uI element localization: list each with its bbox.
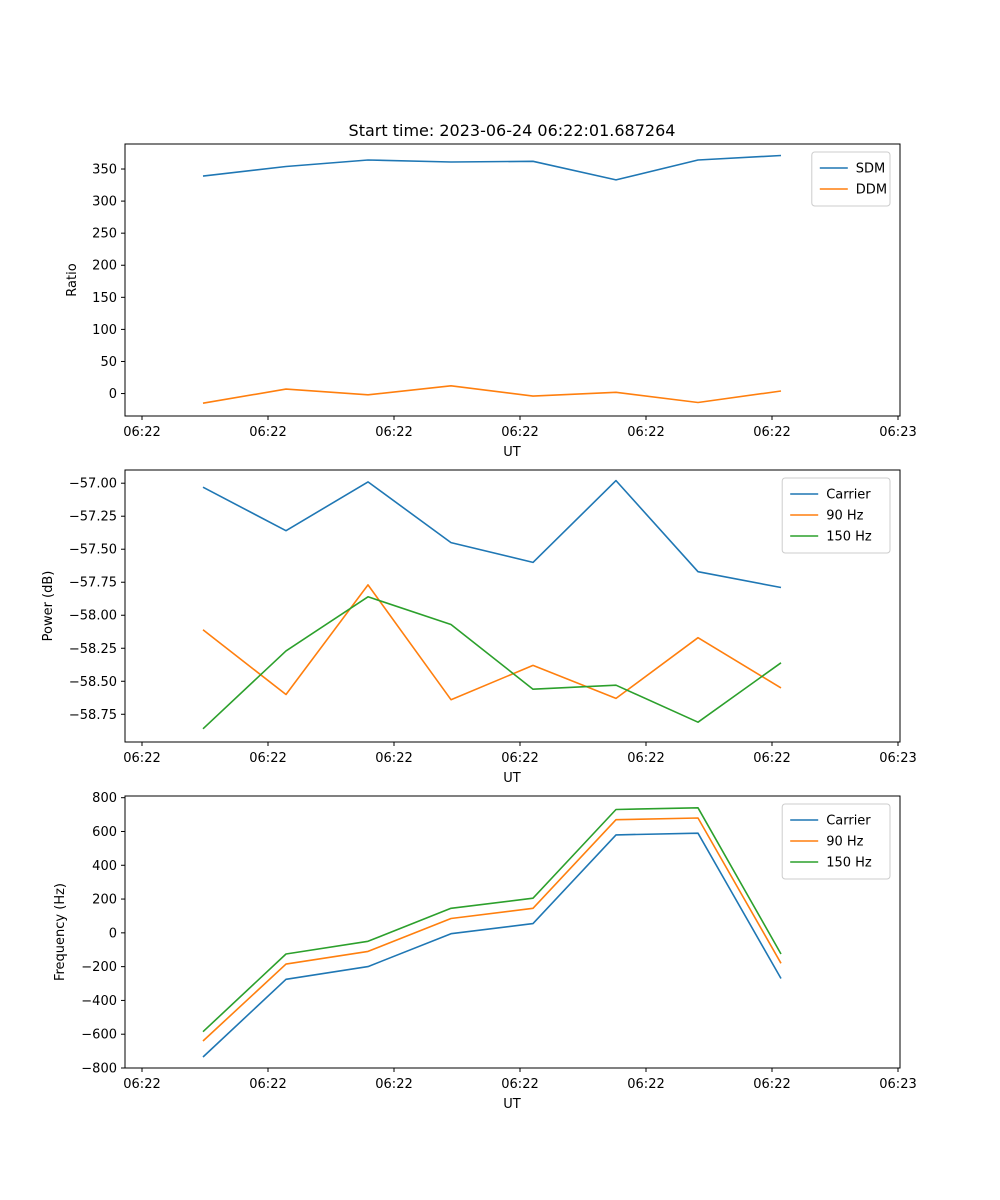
- x-axis-label: UT: [503, 771, 521, 786]
- y-tick-label: −57.50: [69, 543, 117, 558]
- panel-1: 06:22 06:22 06:22 06:22 06:22 06:22 06:23 0 50 10…: [65, 143, 917, 460]
- x-tick-label: 06:23: [879, 425, 916, 440]
- series-line-90-hz: [202, 584, 782, 701]
- y-tick-label: 200: [92, 893, 117, 908]
- x-axis-label: UT: [503, 1097, 521, 1112]
- x-tick-label: 06:23: [879, 1077, 916, 1092]
- y-tick-label: −58.00: [69, 609, 117, 624]
- y-axis-label: Power (dB): [41, 571, 56, 642]
- x-tick-label: 06:22: [501, 1077, 538, 1092]
- y-tick-label: −57.75: [69, 576, 117, 591]
- x-tick-label: 06:22: [753, 1077, 790, 1092]
- x-tick-label: 06:22: [627, 751, 664, 766]
- series-line-90-hz: [202, 817, 782, 1042]
- y-tick-label: −800: [81, 1062, 117, 1077]
- series-line-carrier: [202, 479, 782, 589]
- y-tick-label: 300: [92, 195, 117, 210]
- y-tick-label: −58.50: [69, 675, 117, 690]
- axes-frame: [124, 143, 901, 417]
- legend: Carrier 90 Hz 150 Hz: [781, 477, 891, 554]
- y-tick-label: 150: [92, 291, 117, 306]
- y-axis-label: Ratio: [65, 263, 80, 296]
- y-tick-label: 400: [92, 859, 117, 874]
- x-tick-label: 06:22: [249, 751, 286, 766]
- x-tick-label: 06:23: [879, 751, 916, 766]
- legend-label: 90 Hz: [826, 835, 863, 850]
- chart-title: Start time: 2023-06-24 06:22:01.687264: [349, 121, 676, 140]
- x-tick-label: 06:22: [249, 425, 286, 440]
- x-tick-label: 06:22: [123, 425, 160, 440]
- y-tick-label: −57.00: [69, 477, 117, 492]
- y-tick-label: −400: [81, 994, 117, 1009]
- panel-3: 06:22 06:22 06:22 06:22 06:22 06:22 06:23 −800 −…: [53, 791, 917, 1112]
- y-tick-label: 250: [92, 227, 117, 242]
- x-tick-label: 06:22: [627, 1077, 664, 1092]
- x-tick-label: 06:22: [753, 425, 790, 440]
- series-line-carrier: [202, 832, 782, 1058]
- x-tick-label: 06:22: [375, 1077, 412, 1092]
- y-tick-label: 100: [92, 323, 117, 338]
- legend: SDM DDM: [811, 151, 891, 207]
- y-tick-label: 600: [92, 825, 117, 840]
- x-tick-label: 06:22: [627, 425, 664, 440]
- x-axis-label: UT: [503, 445, 521, 460]
- y-tick-label: 0: [109, 387, 117, 402]
- panels: 06:22 06:22 06:22 06:22 06:22 06:22 06:23 0 50 10…: [41, 143, 917, 1112]
- legend-label: 150 Hz: [826, 856, 872, 871]
- x-tick-label: 06:22: [375, 425, 412, 440]
- y-axis-label: Frequency (Hz): [53, 883, 68, 981]
- legend-label: DDM: [856, 183, 887, 198]
- legend-label: SDM: [856, 162, 885, 177]
- series-line-ddm: [202, 384, 782, 404]
- x-tick-label: 06:22: [249, 1077, 286, 1092]
- panel-2: 06:22 06:22 06:22 06:22 06:22 06:22 06:23 −58.7…: [41, 469, 917, 786]
- y-tick-label: 0: [109, 926, 117, 941]
- x-tick-label: 06:22: [123, 1077, 160, 1092]
- legend-label: Carrier: [826, 488, 871, 503]
- x-tick-label: 06:22: [375, 751, 412, 766]
- y-tick-label: 800: [92, 791, 117, 806]
- legend-box: [781, 803, 891, 880]
- y-tick-label: 350: [92, 163, 117, 178]
- y-tick-label: −57.25: [69, 510, 117, 525]
- y-tick-label: −58.75: [69, 708, 117, 723]
- y-tick-label: 200: [92, 259, 117, 274]
- x-tick-label: 06:22: [501, 751, 538, 766]
- series-line-sdm: [202, 154, 782, 181]
- y-tick-label: −600: [81, 1028, 117, 1043]
- axes-frame: [124, 469, 901, 743]
- legend-box: [811, 151, 891, 207]
- legend-label: Carrier: [826, 814, 871, 829]
- y-tick-label: −200: [81, 960, 117, 975]
- axes-frame: [124, 795, 901, 1069]
- legend-label: 150 Hz: [826, 530, 872, 545]
- x-tick-label: 06:22: [753, 751, 790, 766]
- x-tick-label: 06:22: [123, 751, 160, 766]
- series-line-150-hz: [202, 595, 782, 730]
- series-line-150-hz: [202, 806, 782, 1033]
- x-tick-label: 06:22: [501, 425, 538, 440]
- legend: Carrier 90 Hz 150 Hz: [781, 803, 891, 880]
- y-tick-label: −58.25: [69, 642, 117, 657]
- legend-box: [781, 477, 891, 554]
- legend-label: 90 Hz: [826, 509, 863, 524]
- y-tick-label: 50: [100, 355, 117, 370]
